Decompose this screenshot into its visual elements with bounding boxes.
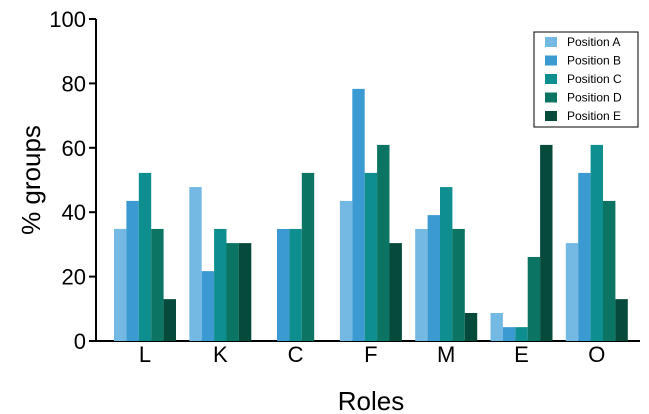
bar-L-3 xyxy=(138,172,152,341)
y-axis-title: % groups xyxy=(16,125,46,235)
x-tick-label: M xyxy=(437,342,455,367)
bar-O-1 xyxy=(565,243,579,341)
x-tick-label: F xyxy=(364,342,377,367)
bar-C-4 xyxy=(301,172,315,341)
x-tick-label: K xyxy=(213,342,228,367)
x-axis-title: Roles xyxy=(338,386,404,414)
bar-F-5 xyxy=(389,243,402,341)
legend-label: Position B xyxy=(567,54,621,68)
legend-label: Position D xyxy=(567,91,622,105)
bar-F-4 xyxy=(377,144,390,341)
legend-swatch xyxy=(545,92,557,103)
bar-L-1 xyxy=(114,228,127,341)
bar-L-5 xyxy=(163,299,176,341)
x-tick-label: L xyxy=(139,342,151,367)
x-tick-label: C xyxy=(288,342,304,367)
legend-swatch xyxy=(545,37,557,47)
legend: Position A Position B Position C Position D… xyxy=(533,31,639,128)
y-tick-label: 20 xyxy=(62,265,86,290)
y-tick-label: 0 xyxy=(74,329,86,354)
bar-L-4 xyxy=(151,228,164,341)
bar-M-5 xyxy=(464,312,478,341)
bar-F-1 xyxy=(339,200,353,341)
bar-C-2 xyxy=(277,228,290,341)
bar-O-4 xyxy=(603,200,616,341)
bar-M-2 xyxy=(427,215,440,341)
y-ticks: 0 20 40 60 80 100 xyxy=(49,7,96,354)
bar-E-5 xyxy=(540,144,553,341)
plot-area: 0 20 40 60 80 100 L K C F M E O xyxy=(49,7,640,367)
y-tick-label: 80 xyxy=(62,71,86,96)
bars xyxy=(114,88,628,342)
bar-O-2 xyxy=(578,172,591,341)
bar-E-1 xyxy=(490,312,503,341)
y-tick-label: 100 xyxy=(49,7,86,32)
bar-E-2 xyxy=(502,327,516,341)
bar-C-3 xyxy=(289,228,302,341)
bar-O-5 xyxy=(615,299,628,341)
bar-K-2 xyxy=(201,271,215,341)
bar-O-3 xyxy=(590,144,603,341)
bar-M-1 xyxy=(415,228,428,341)
bar-F-3 xyxy=(364,172,378,341)
y-tick-label: 40 xyxy=(62,200,86,225)
y-tick-label: 60 xyxy=(62,136,86,161)
legend-label: Position E xyxy=(567,109,621,123)
x-tick-label: O xyxy=(588,342,605,367)
x-tick-label: E xyxy=(514,342,529,367)
bar-K-1 xyxy=(189,187,202,341)
legend-label: Position C xyxy=(567,72,622,86)
legend-swatch xyxy=(545,55,557,66)
bar-E-3 xyxy=(515,327,528,341)
bar-M-3 xyxy=(440,187,453,341)
legend-swatch xyxy=(545,111,557,121)
bar-K-5 xyxy=(238,243,252,341)
legend-swatch xyxy=(545,74,557,84)
bar-K-4 xyxy=(226,243,239,341)
bar-M-4 xyxy=(452,228,465,341)
bar-F-2 xyxy=(352,88,365,342)
bar-K-3 xyxy=(214,228,227,341)
bar-E-4 xyxy=(527,256,541,341)
legend-label: Position A xyxy=(567,35,620,49)
bar-L-2 xyxy=(126,200,139,341)
